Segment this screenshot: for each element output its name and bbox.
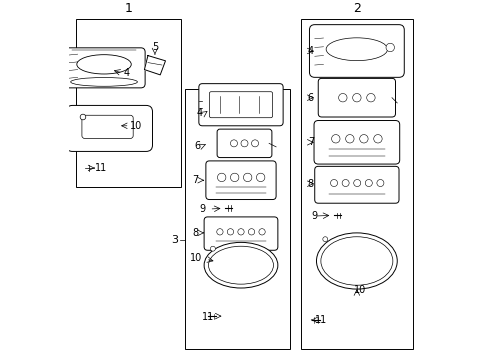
Circle shape (237, 229, 244, 235)
FancyBboxPatch shape (205, 161, 276, 199)
Circle shape (322, 237, 327, 242)
Bar (76, 19, 181, 187)
Text: 6: 6 (194, 141, 200, 151)
Circle shape (385, 43, 394, 52)
Ellipse shape (71, 77, 137, 86)
Ellipse shape (203, 242, 277, 288)
Circle shape (243, 173, 251, 182)
FancyBboxPatch shape (66, 105, 152, 152)
Circle shape (342, 180, 348, 186)
Text: 11: 11 (95, 163, 107, 173)
Text: 8: 8 (192, 228, 199, 238)
Circle shape (258, 229, 264, 235)
Circle shape (227, 229, 233, 235)
FancyBboxPatch shape (203, 217, 277, 250)
Circle shape (217, 173, 225, 182)
Text: 10: 10 (130, 121, 142, 131)
Circle shape (365, 180, 371, 186)
Circle shape (216, 229, 223, 235)
Circle shape (353, 180, 360, 186)
Text: 10: 10 (353, 285, 366, 295)
Text: 8: 8 (307, 179, 313, 189)
Circle shape (331, 135, 339, 143)
Circle shape (251, 140, 258, 147)
FancyBboxPatch shape (209, 92, 272, 118)
Circle shape (256, 173, 264, 182)
Text: 7: 7 (307, 137, 313, 147)
Polygon shape (144, 55, 165, 75)
FancyBboxPatch shape (314, 166, 398, 203)
Circle shape (345, 135, 353, 143)
FancyBboxPatch shape (313, 121, 399, 164)
Text: 5: 5 (151, 42, 158, 52)
Bar (184, 89, 289, 349)
Bar (300, 19, 412, 349)
Circle shape (373, 135, 381, 143)
FancyBboxPatch shape (199, 84, 283, 126)
Circle shape (366, 94, 374, 102)
Text: 11: 11 (202, 312, 214, 322)
Text: 6: 6 (307, 93, 313, 103)
Ellipse shape (77, 55, 131, 74)
Text: 9: 9 (310, 211, 317, 221)
Circle shape (338, 94, 346, 102)
Text: 7: 7 (192, 175, 199, 185)
Ellipse shape (316, 233, 396, 289)
Ellipse shape (320, 237, 392, 285)
Text: 9: 9 (199, 204, 205, 214)
Circle shape (376, 180, 383, 186)
FancyBboxPatch shape (217, 129, 271, 158)
Circle shape (230, 173, 239, 182)
Circle shape (80, 114, 85, 120)
Ellipse shape (208, 246, 273, 284)
Ellipse shape (325, 38, 387, 60)
Text: 1: 1 (124, 2, 132, 15)
Text: 3: 3 (170, 235, 178, 245)
Text: 11: 11 (314, 315, 326, 325)
Circle shape (241, 140, 247, 147)
Circle shape (210, 246, 215, 251)
Circle shape (352, 94, 360, 102)
Text: 4: 4 (196, 108, 202, 118)
Circle shape (330, 180, 337, 186)
FancyBboxPatch shape (309, 24, 404, 77)
FancyBboxPatch shape (318, 78, 395, 117)
Text: 4: 4 (123, 68, 129, 78)
FancyBboxPatch shape (82, 115, 133, 139)
Text: 4: 4 (307, 46, 313, 56)
Text: 10: 10 (190, 253, 202, 263)
Circle shape (230, 140, 237, 147)
FancyBboxPatch shape (63, 48, 145, 88)
Circle shape (359, 135, 367, 143)
Text: 2: 2 (352, 2, 360, 15)
Circle shape (248, 229, 254, 235)
